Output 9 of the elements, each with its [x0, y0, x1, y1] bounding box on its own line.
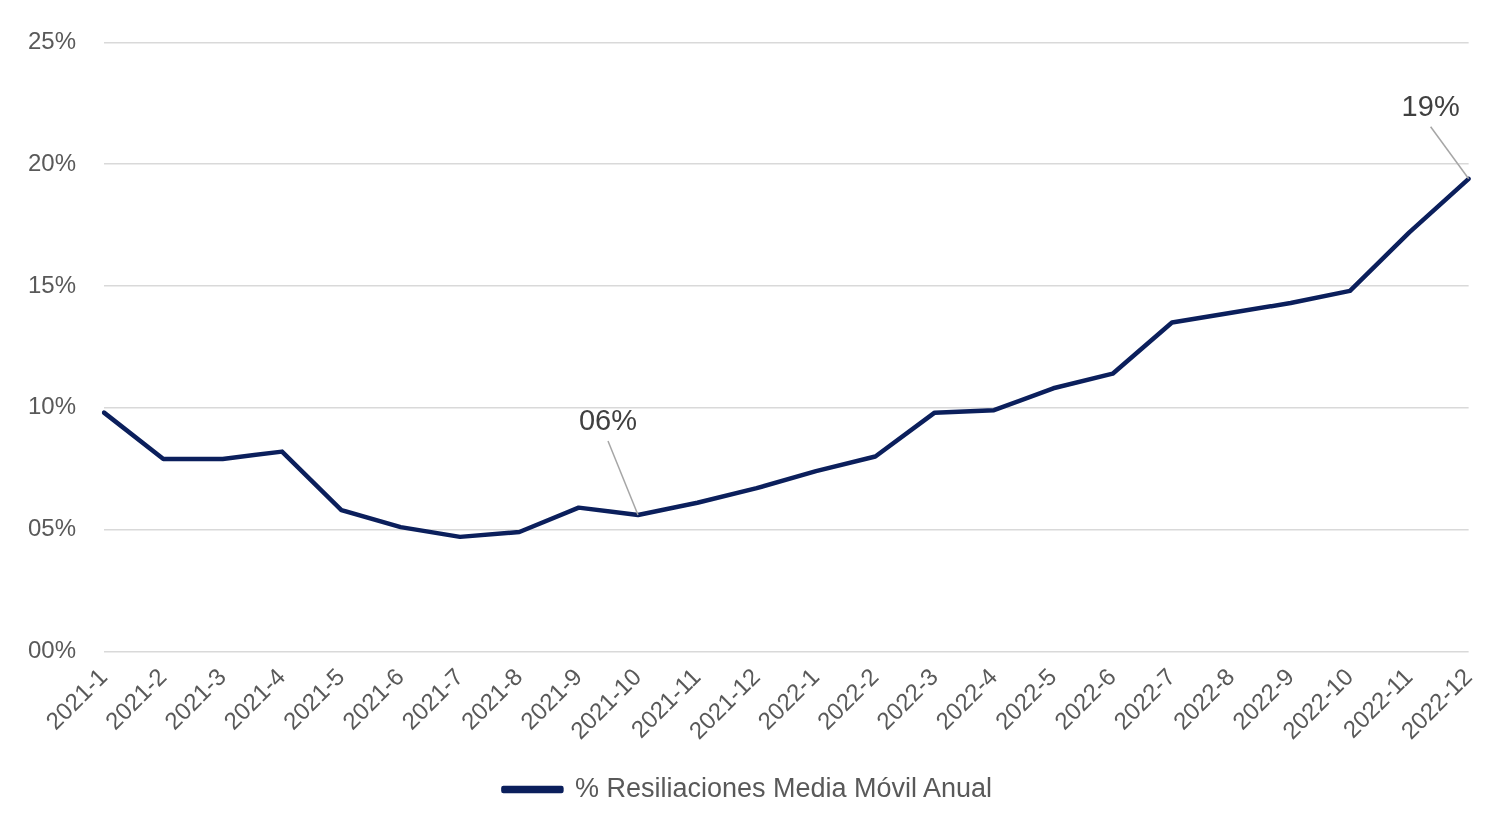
y-tick-label: 25%	[27, 27, 77, 55]
legend-label: % Resiliaciones Media Móvil Anual	[574, 772, 993, 803]
annotation: 19%	[1401, 90, 1460, 123]
y-tick-label: 20%	[27, 148, 77, 176]
y-tick-label: 00%	[27, 635, 77, 663]
annotation: 06%	[578, 404, 638, 437]
y-tick-label: 10%	[27, 392, 77, 420]
y-tick-label: 15%	[27, 270, 77, 298]
y-tick-label: 05%	[27, 514, 77, 542]
